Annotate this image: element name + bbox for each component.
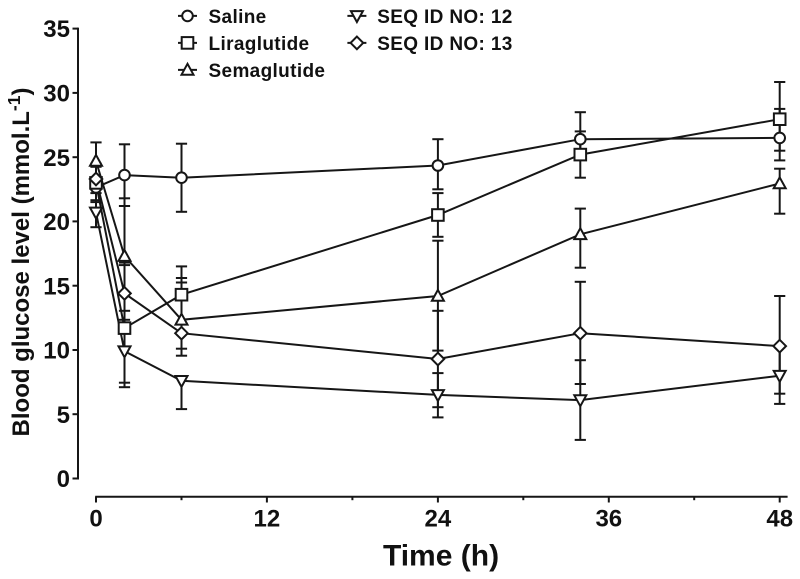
svg-text:Blood glucose level (mmol.L-1): Blood glucose level (mmol.L-1): [4, 88, 35, 437]
svg-text:25: 25: [43, 145, 70, 172]
svg-text:Liraglutide: Liraglutide: [209, 34, 310, 55]
svg-text:Semaglutide: Semaglutide: [209, 61, 326, 82]
svg-text:36: 36: [595, 506, 622, 533]
svg-text:0: 0: [57, 466, 70, 493]
svg-text:Saline: Saline: [209, 7, 267, 28]
svg-text:30: 30: [43, 81, 70, 108]
svg-text:20: 20: [43, 209, 70, 236]
svg-text:24: 24: [425, 506, 452, 533]
svg-text:48: 48: [766, 506, 793, 533]
svg-text:5: 5: [57, 402, 70, 429]
svg-text:0: 0: [89, 506, 102, 533]
svg-text:10: 10: [43, 338, 70, 365]
svg-text:SEQ ID NO: 13: SEQ ID NO: 13: [377, 34, 512, 55]
svg-text:SEQ ID NO: 12: SEQ ID NO: 12: [377, 7, 512, 28]
svg-text:Time (h): Time (h): [383, 540, 499, 573]
svg-text:15: 15: [43, 273, 70, 300]
svg-text:35: 35: [43, 16, 70, 43]
svg-text:12: 12: [254, 506, 281, 533]
